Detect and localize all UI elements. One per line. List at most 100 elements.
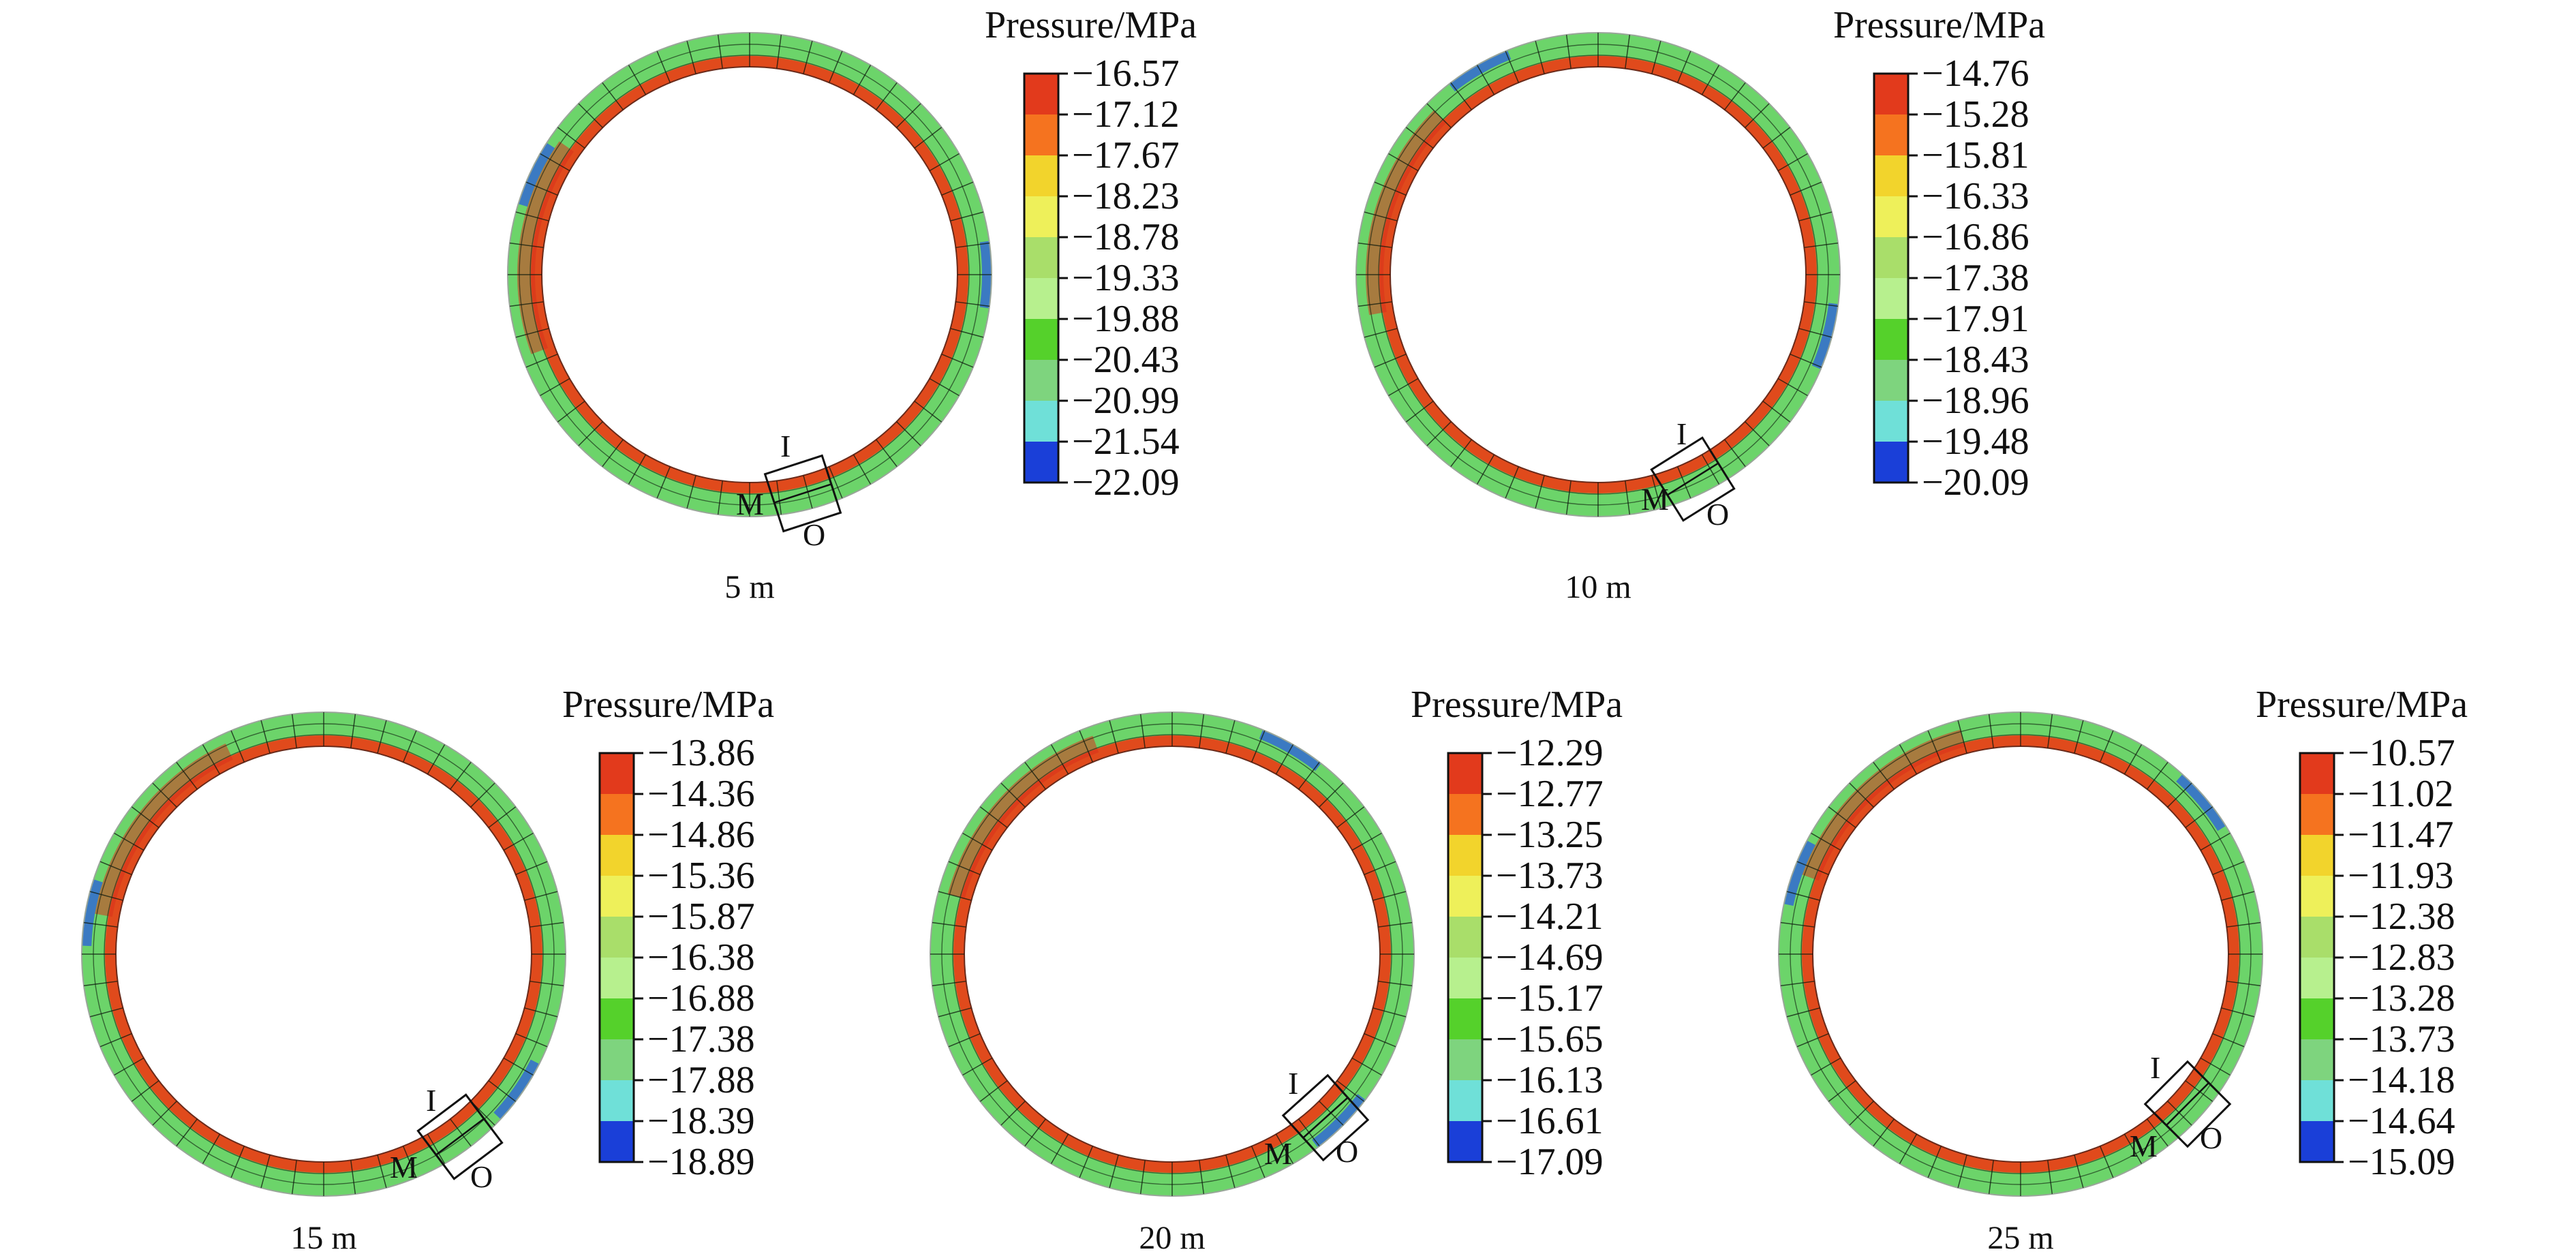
tunnel-ring-15m	[81, 712, 566, 1197]
tick-label: −16.88	[647, 977, 755, 1020]
tick-label: −20.09	[1922, 461, 2029, 504]
colorbar-segment	[600, 1121, 634, 1162]
mesh-radial-line	[938, 1007, 972, 1018]
mesh-radial-line	[503, 1057, 534, 1076]
mesh-radial-line	[932, 981, 966, 987]
mesh-radial-line	[929, 378, 960, 397]
mesh-radial-line	[1988, 714, 1994, 748]
mesh-radial-line	[1535, 40, 1545, 74]
mesh-radial-line	[578, 103, 603, 128]
mesh-radial-line	[1351, 832, 1382, 851]
tick-label: −16.86	[1922, 216, 2029, 258]
colorbar-segment	[1024, 278, 1058, 319]
ring-cold-patch	[1783, 840, 1815, 906]
mesh-radial-line	[377, 720, 387, 754]
colorbar-segment	[1448, 794, 1482, 835]
tick-label: −18.43	[1922, 339, 2029, 381]
tick-label: −16.57	[1072, 52, 1180, 95]
colorbar-segment	[600, 1080, 634, 1121]
mesh-radial-line	[1225, 1154, 1236, 1189]
mesh-radial-line	[2074, 720, 2084, 754]
ring-hot-zone	[1802, 729, 1965, 881]
mesh-radial-line	[1199, 1160, 1205, 1195]
mesh-radial-line	[1373, 1007, 1407, 1018]
mesh-radial-line	[853, 454, 872, 485]
monitor-box-25m: I M O	[2130, 1050, 2232, 1163]
colorbar-segment	[600, 998, 634, 1039]
monitor-box-15m: I M O	[390, 1083, 504, 1194]
mesh-radial-line	[176, 761, 198, 790]
mesh-radial-line	[1109, 720, 1119, 754]
mesh-radial-line	[1804, 242, 1839, 248]
colorbar-ticks-15m: −13.86 −14.36 −14.86 −15.36 −15.87 −16.3…	[647, 732, 755, 1183]
mesh-radial-line	[202, 744, 221, 775]
mesh-radial-line	[1780, 981, 1815, 987]
mesh-radial-line	[1790, 181, 1822, 196]
colorbar-segment	[1024, 74, 1058, 114]
mesh-radial-line	[1957, 720, 1967, 754]
mesh-radial-line	[1364, 328, 1398, 338]
mesh-radial-line	[1388, 378, 1419, 397]
marker-label-middle: M	[390, 1150, 418, 1184]
colorbar-segment	[1874, 74, 1908, 114]
mesh-radial-line	[979, 1080, 1008, 1102]
mesh-radial-line	[941, 181, 974, 196]
tick-label: −18.96	[1922, 380, 2029, 422]
tick-label: −15.28	[1922, 93, 2029, 136]
mesh-radial-line	[717, 480, 723, 515]
colorbar-segment	[1874, 278, 1908, 319]
mesh-radial-line	[1701, 454, 1720, 485]
mesh-radial-line	[941, 354, 974, 368]
mesh-radial-line	[1476, 65, 1495, 95]
tick-label: −17.88	[647, 1059, 755, 1101]
mesh-radial-line	[2123, 744, 2143, 775]
tick-label: −18.23	[1072, 175, 1180, 217]
tick-label: −15.09	[2348, 1141, 2455, 1183]
mesh-radial-line	[1777, 378, 1808, 397]
mesh-radial-line	[1199, 714, 1205, 748]
tick-label: −11.93	[2348, 855, 2454, 897]
mesh-radial-line	[717, 34, 723, 69]
monitor-box-group	[1281, 1073, 1370, 1162]
mesh-radial-line	[1899, 744, 1918, 775]
colorbar-segment	[2300, 1080, 2334, 1121]
mesh-radial-line	[2100, 1146, 2114, 1178]
monitor-box-divider	[1302, 1097, 1349, 1139]
mesh-radial-line	[1251, 1146, 1266, 1178]
monitor-box-group	[1650, 436, 1736, 522]
mesh-radial-line	[962, 1057, 993, 1076]
mesh-radial-line	[1927, 1146, 1942, 1178]
mesh-radial-line	[1139, 1160, 1146, 1195]
mesh-radial-line	[914, 127, 942, 149]
mesh-radial-line	[950, 211, 984, 221]
mesh-radial-line	[230, 730, 245, 763]
mesh-radial-line	[202, 1133, 221, 1164]
mesh-radial-line	[1319, 782, 1344, 808]
mesh-radial-line	[1505, 466, 1519, 499]
colorbar-segment	[1874, 401, 1908, 442]
marker-label-outer: O	[803, 517, 825, 552]
mesh-radial-line	[955, 301, 990, 307]
mesh-radial-line	[2226, 921, 2261, 928]
colorbar-segment	[2300, 794, 2334, 835]
tunnel-ring-25m	[1778, 712, 2263, 1197]
mesh-radial-line	[2147, 761, 2168, 790]
mesh-radial-line	[1873, 761, 1895, 790]
tick-label: −14.86	[647, 814, 755, 856]
mesh-radial-line	[876, 82, 898, 110]
mesh-radial-line	[1565, 34, 1571, 69]
mesh-radial-line	[524, 891, 558, 901]
tick-label: −20.99	[1072, 380, 1180, 422]
mesh-radial-line	[509, 242, 544, 248]
mesh-radial-line	[1927, 730, 1942, 763]
mesh-radial-line	[1724, 82, 1746, 110]
mesh-radial-line	[530, 921, 564, 928]
mesh-radial-line	[152, 782, 177, 808]
tick-label: −12.38	[2348, 896, 2455, 938]
tick-label: −15.36	[647, 855, 755, 897]
colorbar-segment	[1024, 155, 1058, 196]
mesh-radial-line	[99, 861, 132, 875]
tick-label: −19.33	[1072, 257, 1180, 299]
mesh-radial-line	[1677, 50, 1691, 83]
mesh-radial-line	[1786, 1007, 1820, 1018]
